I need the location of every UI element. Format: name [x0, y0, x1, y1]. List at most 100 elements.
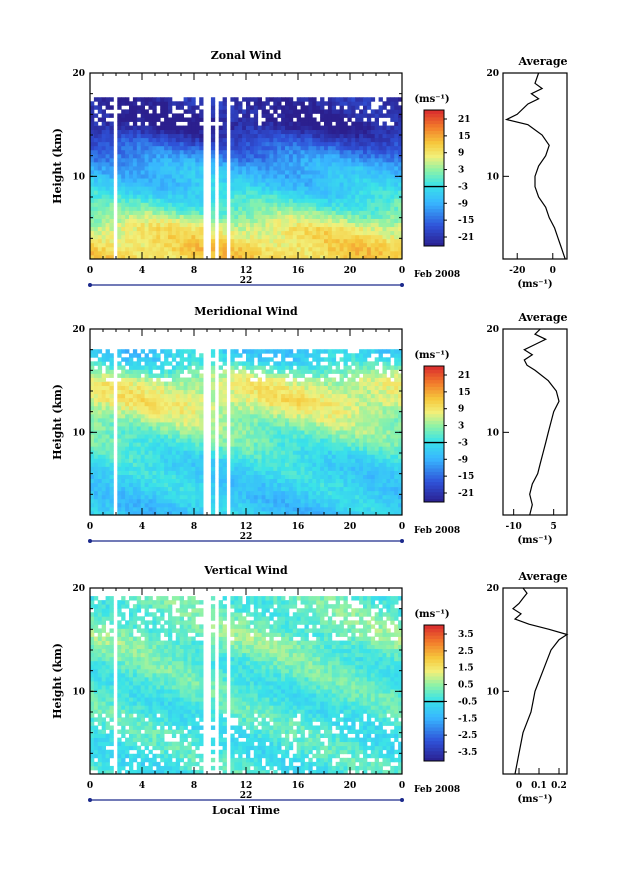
heatmap-cell: [218, 141, 223, 147]
heatmap-cell: [234, 494, 239, 500]
heatmap-cell: [242, 422, 247, 427]
heatmap-cell: [168, 462, 173, 467]
heatmap-cell: [242, 470, 247, 475]
heatmap-cell: [175, 222, 181, 228]
heatmap-cell: [144, 182, 149, 187]
heatmap-cell: [327, 157, 333, 163]
heatmap-cell: [320, 105, 325, 110]
heatmap-cell: [109, 190, 114, 195]
heatmap-cell: [234, 105, 239, 110]
heatmap-cell: [316, 141, 321, 147]
heatmap-cell: [269, 206, 274, 211]
heatmap-cell: [187, 442, 192, 447]
heatmap-cell: [191, 446, 196, 451]
heatmap-cell: [374, 121, 379, 126]
heatmap-cell: [339, 133, 344, 139]
heatmap-cell: [183, 202, 188, 207]
heatmap-cell: [140, 121, 145, 126]
heatmap-cell: [148, 137, 153, 143]
heatmap-cell: [359, 409, 364, 415]
heatmap-cell: [105, 186, 110, 191]
heatmap-cell: [160, 101, 165, 106]
heatmap-cell: [164, 121, 169, 126]
heatmap-cell: [347, 186, 352, 191]
heatmap-cell: [160, 202, 165, 207]
heatmap-cell: [355, 101, 360, 106]
heatmap-cell: [132, 409, 138, 415]
heatmap-cell: [222, 502, 227, 508]
heatmap-cell: [93, 422, 99, 427]
heatmap-cell: [125, 166, 130, 171]
heatmap-cell: [320, 113, 325, 118]
heatmap-cell: [183, 450, 188, 455]
heatmap-cell: [316, 137, 321, 143]
heatmap-cell: [324, 242, 329, 248]
heatmap-cell: [296, 486, 301, 492]
heatmap-cell: [222, 498, 227, 504]
heatmap-cell: [199, 450, 204, 455]
heatmap-cell: [101, 190, 106, 195]
heatmap-cell: [230, 482, 235, 488]
heatmap-cell: [121, 194, 126, 199]
heatmap-cell: [121, 149, 126, 155]
heatmap-cell: [234, 238, 239, 244]
heatmap-cell: [148, 494, 153, 500]
heatmap-cell: [238, 486, 243, 492]
heatmap-cell: [304, 510, 309, 516]
heatmap-cell: [242, 206, 247, 211]
heatmap-cell: [390, 141, 395, 147]
heatmap-cell: [101, 129, 106, 135]
heatmap-cell: [386, 198, 391, 203]
heatmap-cell: [316, 206, 321, 211]
heatmap-cell: [164, 186, 169, 191]
heatmap-cell: [234, 446, 239, 451]
heatmap-cell: [238, 442, 243, 447]
heatmap-cell: [339, 417, 344, 423]
x-tick-label: 20: [344, 266, 357, 276]
heatmap-cell: [152, 117, 157, 122]
heatmap-cell: [242, 186, 247, 191]
heatmap-cell: [370, 218, 376, 224]
heatmap-cell: [398, 214, 403, 219]
heatmap-cell: [160, 129, 165, 135]
heatmap-cell: [366, 246, 372, 252]
heatmap-cell: [164, 105, 169, 110]
heatmap-cell: [351, 450, 356, 455]
heatmap-cell: [164, 198, 169, 203]
heatmap-cell: [191, 186, 196, 191]
heatmap-cell: [394, 454, 399, 459]
heatmap-cell: [374, 149, 379, 155]
colorbar-tick-label: 3: [458, 166, 464, 176]
heatmap-cell: [218, 254, 223, 260]
heatmap-cell: [378, 506, 383, 512]
heatmap-cell: [168, 166, 173, 171]
heatmap-cell: [129, 434, 134, 439]
heatmap-cell: [168, 498, 173, 504]
heatmap-cell: [300, 470, 305, 475]
heatmap-cell: [281, 210, 286, 215]
heatmap-cell: [136, 494, 142, 500]
heatmap-cell: [218, 246, 223, 252]
heatmap-cell: [168, 129, 173, 135]
heatmap-cell: [327, 133, 333, 139]
heatmap-cell: [300, 466, 305, 471]
heatmap-cell: [378, 250, 383, 256]
heatmap-cell: [320, 474, 325, 480]
heatmap-cell: [296, 121, 301, 126]
heatmap-cell: [398, 178, 403, 183]
heatmap-cell: [164, 117, 169, 122]
heatmap-cell: [191, 210, 196, 215]
heatmap-cell: [171, 133, 177, 139]
heatmap-cell: [125, 434, 130, 439]
heatmap-cell: [238, 174, 243, 179]
heatmap-cell: [179, 125, 184, 131]
heatmap-cell: [191, 105, 196, 110]
heatmap-cell: [222, 174, 227, 179]
heatmap-cell: [132, 210, 138, 215]
heatmap-cell: [378, 145, 383, 151]
heatmap-cell: [187, 157, 192, 163]
heatmap-cell: [132, 161, 138, 167]
heatmap-cell: [363, 250, 368, 256]
heatmap-cell: [230, 486, 235, 492]
heatmap-cell: [378, 454, 383, 459]
